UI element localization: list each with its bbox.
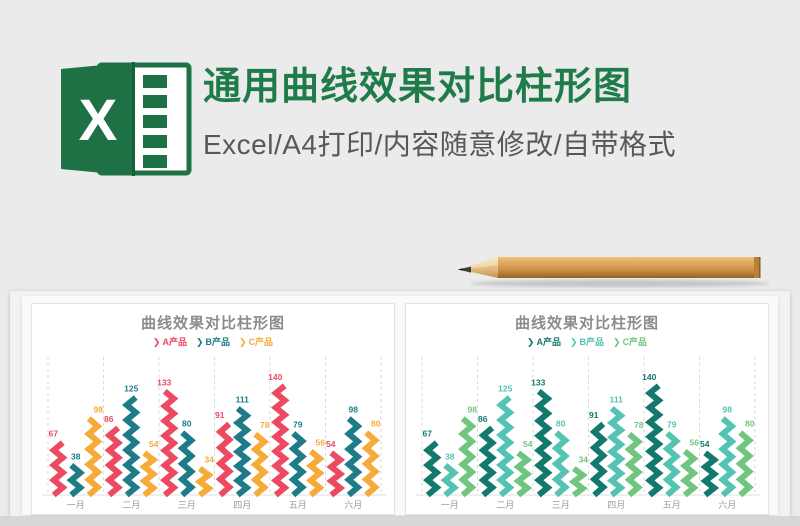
- page-title: 通用曲线效果对比柱形图: [203, 66, 633, 108]
- value-label: 54: [523, 439, 533, 449]
- chart-plot: 67 38 98 一月 86 125 54 二月 133 80 34 三月 91 111 78 四月 140 79…: [42, 357, 386, 510]
- value-label: 80: [371, 419, 381, 429]
- value-label: 79: [667, 419, 677, 429]
- chart-plot: 67 38 98 一月 86 125 54 二月 133 80 34 三月 91 111 78 四月 140 79…: [416, 357, 760, 510]
- value-label: 111: [610, 394, 624, 404]
- chart-title: 曲线效果对比柱形图: [514, 315, 659, 332]
- legend-label: A产品: [162, 337, 187, 347]
- x-tick-label: 一月: [441, 500, 459, 510]
- chart-legend: ❯ A产品 ❯ B产品 ❯ C产品: [32, 337, 394, 347]
- bottom-strip: [0, 516, 800, 526]
- value-label: 98: [468, 405, 478, 415]
- value-label: 56: [316, 437, 326, 447]
- x-tick-label: 三月: [178, 500, 196, 510]
- legend-item: ❯ A产品: [153, 337, 187, 347]
- value-label: 133: [157, 377, 171, 387]
- value-label: 54: [700, 439, 710, 449]
- legend-item: ❯ B产品: [196, 337, 230, 347]
- excel-logo-letter: X: [79, 88, 118, 153]
- chart-title: 曲线效果对比柱形图: [140, 315, 285, 332]
- value-label: 78: [634, 420, 644, 430]
- legend-label: A产品: [536, 337, 561, 347]
- page-subtitle: Excel/A4打印/内容随意修改/自带格式: [203, 128, 677, 160]
- value-label: 80: [556, 419, 566, 429]
- value-label: 125: [498, 384, 512, 394]
- value-label: 98: [723, 405, 733, 415]
- x-tick-label: 二月: [122, 500, 140, 510]
- legend-marker-icon: ❯: [526, 337, 535, 347]
- x-tick-label: 二月: [496, 500, 514, 510]
- legend-item: ❯ B产品: [570, 337, 604, 347]
- value-label: 125: [124, 384, 138, 394]
- chart-legend: ❯ A产品 ❯ B产品 ❯ C产品: [406, 337, 768, 347]
- value-label: 67: [423, 429, 433, 439]
- legend-label: C产品: [248, 337, 274, 347]
- x-tick-label: 五月: [289, 500, 307, 510]
- chart-card-right: 曲线效果对比柱形图 ❯ A产品 ❯ B产品 ❯ C产品 67 38 98 一月 86 125 54 二月 13…: [405, 303, 769, 515]
- legend-marker-icon: ❯: [569, 337, 578, 347]
- legend-label: C产品: [622, 337, 648, 347]
- legend-label: B产品: [579, 337, 605, 347]
- value-label: 54: [149, 439, 159, 449]
- chart-card-left: 曲线效果对比柱形图 ❯ A产品 ❯ B产品 ❯ C产品 67 38 98 一月 86 125 54 二月 13…: [31, 303, 395, 515]
- legend-marker-icon: ❯: [613, 337, 621, 347]
- value-label: 56: [690, 437, 700, 447]
- value-label: 78: [260, 420, 270, 430]
- value-label: 86: [478, 414, 488, 424]
- value-label: 67: [49, 429, 59, 439]
- header: 通用曲线效果对比柱形图 Excel/A4打印/内容随意修改/自带格式: [203, 66, 793, 163]
- value-label: 80: [745, 419, 755, 429]
- legend-label: B产品: [205, 337, 231, 347]
- legend-item: ❯ C产品: [613, 337, 647, 347]
- value-label: 86: [104, 414, 114, 424]
- x-tick-label: 一月: [67, 500, 85, 510]
- value-label: 80: [182, 419, 192, 429]
- value-label: 38: [445, 451, 455, 461]
- value-label: 98: [349, 405, 359, 415]
- value-label: 98: [94, 405, 104, 415]
- pencil-image: [448, 250, 770, 292]
- value-label: 54: [326, 439, 336, 449]
- value-label: 91: [215, 410, 225, 420]
- legend-marker-icon: ❯: [239, 337, 247, 347]
- x-tick-label: 六月: [344, 499, 362, 510]
- value-label: 79: [293, 419, 303, 429]
- value-label: 133: [531, 377, 545, 387]
- x-tick-label: 四月: [233, 500, 251, 510]
- x-tick-label: 五月: [663, 500, 681, 510]
- value-label: 38: [71, 451, 81, 461]
- value-label: 34: [579, 454, 589, 464]
- value-label: 91: [589, 410, 599, 420]
- x-tick-label: 四月: [607, 500, 625, 510]
- x-tick-label: 三月: [552, 500, 570, 510]
- excel-logo-icon: X: [61, 57, 195, 181]
- value-label: 111: [236, 394, 250, 404]
- legend-marker-icon: ❯: [152, 337, 161, 347]
- value-label: 34: [205, 454, 215, 464]
- x-tick-label: 六月: [718, 499, 736, 510]
- value-label: 140: [642, 372, 656, 382]
- value-label: 140: [268, 372, 282, 382]
- legend-item: ❯ C产品: [239, 337, 273, 347]
- legend-item: ❯ A产品: [527, 337, 561, 347]
- legend-marker-icon: ❯: [195, 337, 204, 347]
